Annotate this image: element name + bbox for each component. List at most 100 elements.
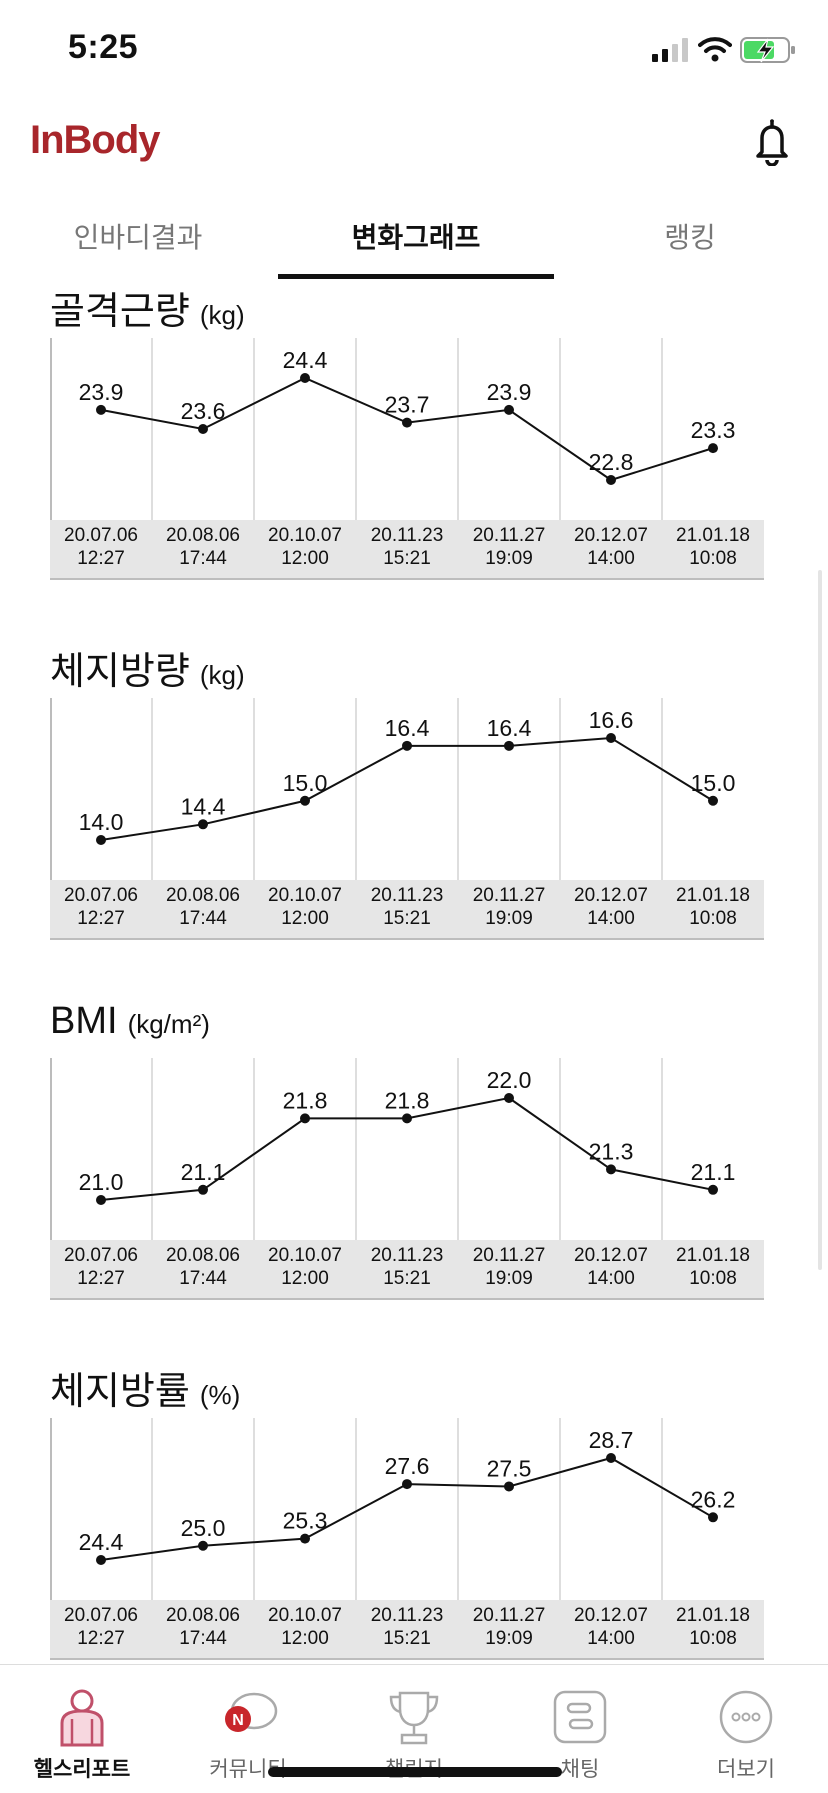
tab-ranking[interactable]: 랭킹 [664,222,716,253]
chart-data-label: 16.4 [385,715,430,741]
x-tick-label: 20.11.27 19:09 [458,1604,560,1650]
nav-community[interactable]: N 커뮤니티 [168,1665,328,1793]
x-tick-date: 21.01.18 [676,885,750,906]
x-tick-time: 12:00 [281,548,329,569]
status-time: 5:25 [68,28,139,66]
chart-data-point [96,1195,106,1205]
section-title-text: 골격근량 [50,291,190,333]
x-tick-time: 14:00 [587,908,635,929]
x-tick-date: 20.11.23 [370,525,444,546]
x-tick-date: 20.12.07 [574,1605,648,1626]
nav-label: 커뮤니티 [209,1758,287,1781]
inbody-logo: InBody [30,118,161,162]
section-unit: (%) [199,1380,241,1410]
chart-data-label: 25.0 [181,1515,226,1541]
chart-plot: 14.0 14.4 15.0 16.4 16.4 16.6 15.0 [50,698,735,880]
x-tick-label: 20.08.06 17:44 [152,524,254,570]
battery-icon [740,37,795,63]
nav-label: 채팅 [560,1758,600,1781]
x-tick-label: 20.07.06 12:27 [50,884,152,930]
chart-data-point [300,373,310,383]
x-tick-time: 15:21 [383,1268,431,1289]
x-tick-time: 12:27 [77,908,125,929]
chart-data-point [96,1555,106,1565]
x-tick-date: 20.11.23 [370,1245,444,1266]
tab-change-graph[interactable]: 변화그래프 [351,222,481,253]
scrollbar[interactable] [818,570,822,1270]
section-title: 골격근량 (kg) [50,280,245,333]
x-tick-date: 20.08.06 [166,885,240,906]
x-tick-time: 12:27 [77,548,125,569]
x-tick-time: 15:21 [383,548,431,569]
chart-data-point [606,1164,616,1175]
x-tick-label: 20.11.23 15:21 [356,884,458,930]
section-unit: (kg) [199,660,245,690]
chart-data-label: 21.8 [283,1087,328,1113]
x-tick-label: 20.10.07 12:00 [254,1604,356,1650]
x-tick-time: 17:44 [179,1268,227,1289]
date-band: 20.07.06 12:27 20.08.06 17:44 20.10.07 12:00 2… [50,1240,764,1300]
chart-data-point [300,1113,310,1124]
date-band: 20.07.06 12:27 20.08.06 17:44 20.10.07 12:00 2… [50,880,764,940]
notification-bell-icon[interactable] [752,118,792,166]
x-tick-time: 12:00 [281,908,329,929]
x-tick-time: 19:09 [485,908,533,929]
chart-data-label: 27.5 [487,1455,532,1481]
x-tick-label: 20.11.27 19:09 [458,1244,560,1290]
chart-data-label: 15.0 [283,770,328,796]
chart-data-label: 23.7 [385,392,430,418]
chart-data-label: 22.8 [589,449,634,475]
section-title-text: 체지방률 [50,1371,190,1413]
line-chart[interactable]: 14.0 14.4 15.0 16.4 16.4 16.6 15.0 20.07.06 12:… [50,698,764,940]
x-tick-label: 20.12.07 14:00 [560,524,662,570]
chart-plot: 23.9 23.6 24.4 23.7 23.9 22.8 23.3 [50,338,736,520]
x-tick-time: 10:08 [689,1268,737,1289]
svg-text:N: N [232,1712,244,1729]
x-tick-date: 20.11.27 [472,1605,546,1626]
x-tick-label: 20.12.07 14:00 [560,884,662,930]
chart-plot: 24.4 25.0 25.3 27.6 27.5 28.7 26.2 [50,1418,735,1600]
x-tick-time: 15:21 [383,1628,431,1649]
chart-data-point [198,1184,208,1195]
active-tab-indicator [278,274,554,279]
chart-data-label: 22.0 [487,1067,532,1093]
tab-inbody-result[interactable]: 인바디결과 [73,222,203,253]
chart-data-label: 24.4 [79,1529,124,1555]
x-tick-label: 21.01.18 10:08 [662,1244,764,1290]
line-chart[interactable]: 23.9 23.6 24.4 23.7 23.9 22.8 23.3 20.07.06 12:… [50,338,764,580]
tab-bar: 인바디결과 변화그래프 랭킹 [0,210,828,280]
x-tick-time: 12:27 [77,1628,125,1649]
section-title: 체지방률 (%) [50,1360,241,1413]
line-chart[interactable]: 24.4 25.0 25.3 27.6 27.5 28.7 26.2 20.07.06 12:… [50,1418,764,1660]
chart-data-point [198,1540,208,1551]
x-tick-label: 20.10.07 12:00 [254,1244,356,1290]
x-tick-label: 20.11.23 15:21 [356,1604,458,1650]
nav-label: 헬스리포트 [33,1758,131,1781]
chart-data-point [300,795,310,806]
x-tick-time: 12:00 [281,1628,329,1649]
chart-data-point [402,417,412,428]
x-tick-time: 14:00 [587,548,635,569]
x-tick-label: 20.10.07 12:00 [254,884,356,930]
chart-data-point [402,1479,412,1490]
chart-data-label: 24.4 [283,347,328,373]
x-tick-date: 20.08.06 [166,525,240,546]
nav-chat[interactable]: 채팅 [500,1665,660,1793]
chart-data-label: 23.9 [487,379,532,405]
nav-more[interactable]: 더보기 [666,1665,826,1793]
x-tick-date: 20.10.07 [268,1245,342,1266]
chart-data-label: 21.8 [385,1087,430,1113]
x-tick-time: 17:44 [179,908,227,929]
x-tick-date: 20.07.06 [64,1605,138,1626]
chart-data-point [198,819,208,830]
chart-data-point [708,1512,718,1523]
x-tick-time: 14:00 [587,1268,635,1289]
chart-data-label: 25.3 [283,1508,328,1534]
chart-data-label: 23.3 [691,417,736,443]
chart-data-point [606,733,616,743]
line-chart[interactable]: 21.0 21.1 21.8 21.8 22.0 21.3 21.1 20.07.06 12:… [50,1058,764,1300]
x-tick-label: 20.07.06 12:27 [50,1244,152,1290]
chart-data-point [606,1453,616,1463]
nav-health-report[interactable]: 헬스리포트 [2,1665,162,1793]
x-tick-date: 20.10.07 [268,525,342,546]
